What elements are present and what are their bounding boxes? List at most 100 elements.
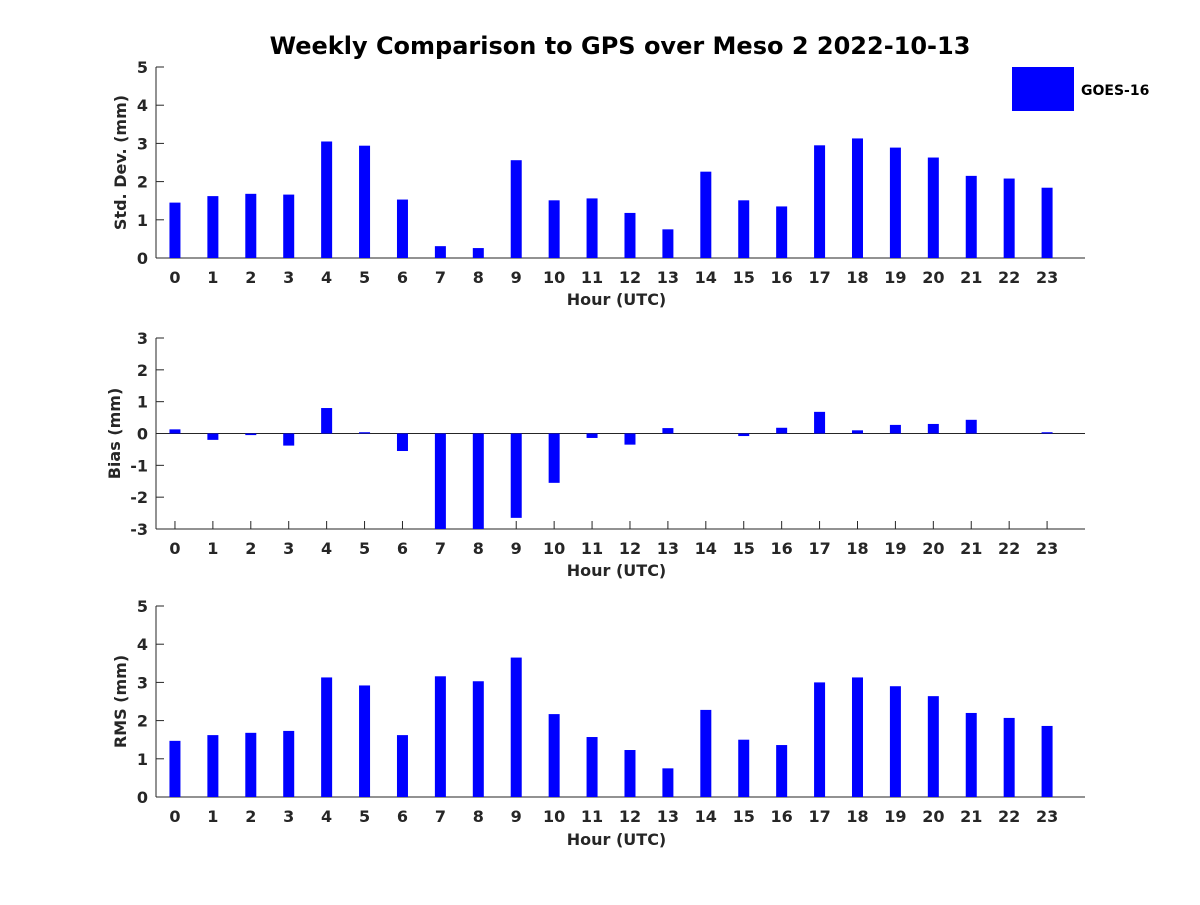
bar-rms-20 [928,696,939,797]
x-tick-label: 19 [884,268,906,287]
bar-std-dev-15 [738,200,749,258]
x-tick-label: 8 [473,807,484,826]
bar-bias-17 [814,412,825,434]
bar-rms-1 [207,735,218,797]
bar-bias-3 [283,434,294,446]
bar-rms-13 [662,768,673,797]
bar-std-dev-0 [169,203,180,258]
bar-std-dev-17 [814,145,825,258]
x-tick-label: 15 [733,807,755,826]
x-tick-label: 10 [543,539,565,558]
bar-bias-5 [359,432,370,433]
y-tick-label: 3 [137,134,148,153]
x-tick-label: 1 [207,807,218,826]
bar-rms-4 [321,677,332,797]
x-axis-label: Hour (UTC) [567,290,667,309]
bar-std-dev-22 [1004,179,1015,258]
x-tick-label: 8 [473,268,484,287]
x-tick-label: 2 [245,807,256,826]
bar-std-dev-23 [1042,188,1053,258]
x-tick-label: 8 [473,539,484,558]
x-tick-label: 23 [1036,807,1058,826]
x-tick-label: 21 [960,268,982,287]
y-tick-label: 4 [137,635,148,654]
x-tick-label: 10 [543,268,565,287]
bar-rms-12 [624,750,635,797]
x-tick-label: 12 [619,807,641,826]
x-tick-label: 0 [169,807,180,826]
y-axis-label: RMS (mm) [111,655,130,748]
legend-label: GOES-16 [1081,83,1149,99]
bar-bias-4 [321,408,332,433]
bar-rms-11 [587,737,598,797]
bar-std-dev-3 [283,195,294,258]
x-tick-label: 18 [846,539,868,558]
x-tick-label: 0 [169,268,180,287]
bar-std-dev-6 [397,200,408,258]
x-tick-label: 11 [581,539,603,558]
bar-rms-15 [738,740,749,797]
y-tick-label: 5 [137,597,148,616]
bar-bias-13 [662,428,673,433]
y-tick-label: -2 [130,488,148,507]
x-tick-label: 21 [960,807,982,826]
x-tick-label: 5 [359,807,370,826]
x-tick-label: 22 [998,539,1020,558]
x-tick-label: 16 [771,539,793,558]
x-tick-label: 19 [884,539,906,558]
bar-rms-10 [549,714,560,797]
x-tick-label: 13 [657,268,679,287]
bar-bias-2 [245,434,256,436]
bar-std-dev-12 [624,213,635,258]
bar-std-dev-9 [511,160,522,258]
x-tick-label: 6 [397,539,408,558]
bar-rms-16 [776,745,787,797]
x-tick-label: 0 [169,539,180,558]
bar-bias-10 [549,434,560,483]
y-tick-label: 5 [137,58,148,77]
bar-rms-5 [359,685,370,797]
bar-bias-8 [473,434,484,530]
x-tick-label: 23 [1036,268,1058,287]
x-tick-label: 18 [846,268,868,287]
x-tick-label: 7 [435,807,446,826]
x-tick-label: 10 [543,807,565,826]
bar-bias-11 [587,434,598,438]
x-tick-label: 14 [695,807,717,826]
x-tick-label: 1 [207,539,218,558]
x-tick-label: 19 [884,807,906,826]
x-tick-label: 12 [619,539,641,558]
bar-std-dev-13 [662,229,673,258]
x-tick-label: 6 [397,268,408,287]
x-tick-label: 14 [695,268,717,287]
x-tick-label: 5 [359,268,370,287]
y-tick-label: 0 [137,788,148,807]
bar-std-dev-10 [549,200,560,258]
bar-rms-14 [700,710,711,797]
bar-rms-7 [435,676,446,797]
bar-rms-3 [283,731,294,797]
x-tick-label: 11 [581,268,603,287]
bar-rms-21 [966,713,977,797]
x-tick-label: 6 [397,807,408,826]
bar-std-dev-7 [435,246,446,258]
x-tick-label: 2 [245,268,256,287]
bar-bias-16 [776,428,787,434]
bar-std-dev-19 [890,148,901,258]
x-tick-label: 23 [1036,539,1058,558]
x-tick-label: 3 [283,807,294,826]
x-tick-label: 20 [922,268,944,287]
y-axis-label: Bias (mm) [105,388,124,480]
bar-bias-21 [966,420,977,434]
x-tick-label: 9 [511,268,522,287]
y-tick-label: 2 [137,173,148,192]
y-tick-label: 1 [137,393,148,412]
x-tick-label: 22 [998,268,1020,287]
x-tick-label: 17 [808,539,830,558]
bar-bias-7 [435,434,446,530]
bar-std-dev-11 [587,198,598,258]
y-tick-label: -3 [130,520,148,539]
y-tick-label: 2 [137,712,148,731]
x-tick-label: 4 [321,539,332,558]
